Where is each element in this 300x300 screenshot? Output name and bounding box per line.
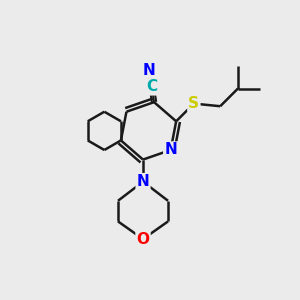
- Text: C: C: [146, 80, 157, 94]
- Text: N: N: [136, 174, 149, 189]
- Text: S: S: [188, 96, 200, 111]
- Text: N: N: [164, 142, 177, 158]
- Text: O: O: [136, 232, 149, 247]
- Text: N: N: [143, 62, 156, 77]
